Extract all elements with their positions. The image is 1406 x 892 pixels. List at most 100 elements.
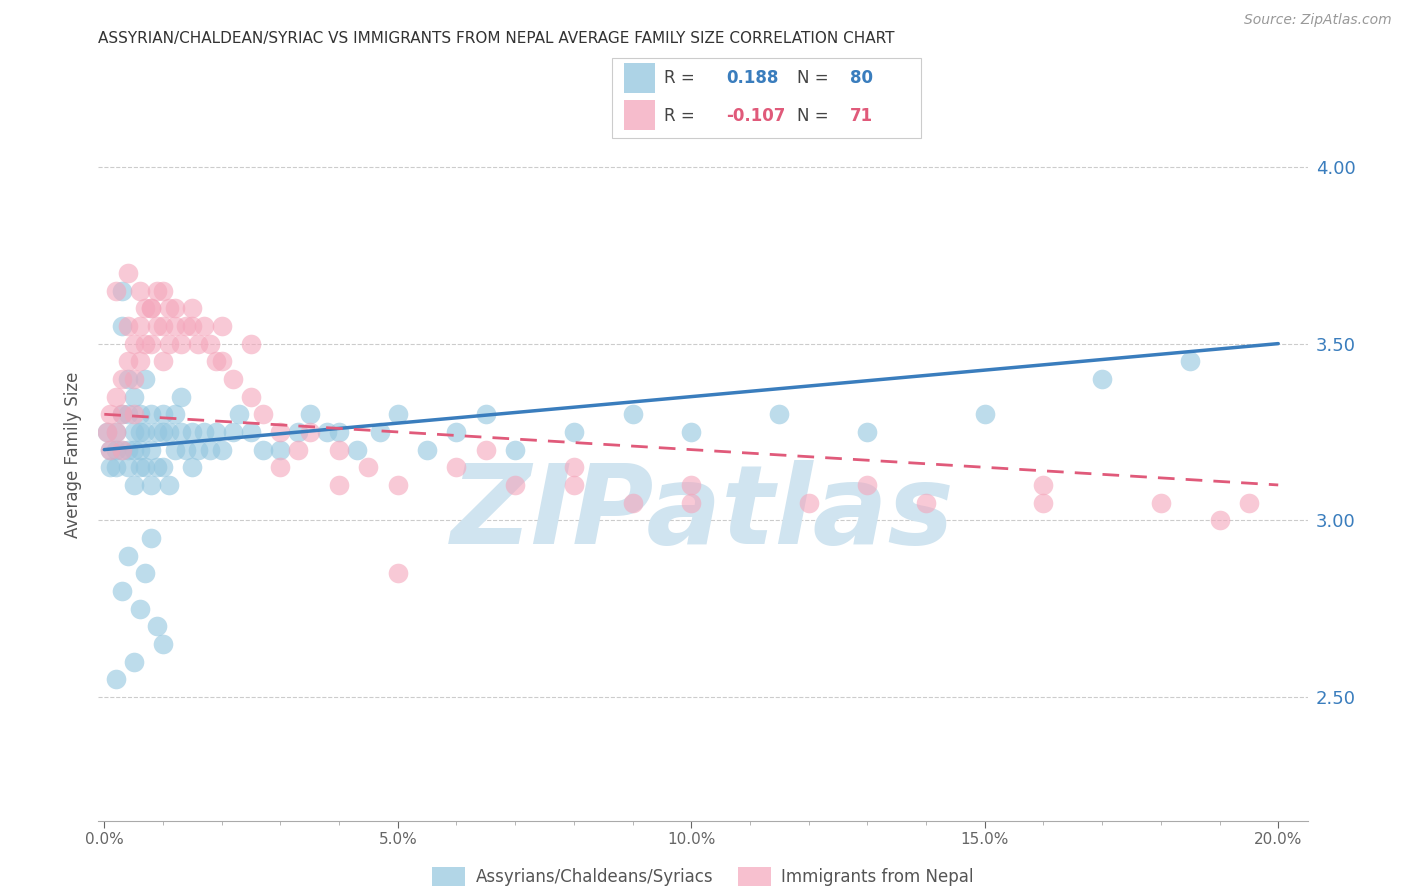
Point (128, 284, 150, 298)
Point (122, 442, 145, 457)
Point (228, 407, 250, 421)
Text: R =: R = (664, 107, 695, 125)
Point (240, 390, 263, 404)
Point (621, 495, 644, 509)
Point (1150, 495, 1173, 509)
Point (681, 478, 703, 492)
Point (146, 460, 169, 475)
Point (105, 460, 128, 475)
Point (163, 407, 186, 421)
Legend: Assyrians/Chaldeans/Syriacs, Immigrants from Nepal: Assyrians/Chaldeans/Syriacs, Immigrants … (426, 860, 980, 892)
Point (204, 425, 226, 439)
Point (96, 425, 118, 439)
Point (146, 425, 169, 439)
Point (157, 425, 180, 439)
Point (105, 673, 128, 687)
Y-axis label: Average Family Size: Average Family Size (63, 372, 82, 538)
Point (117, 372, 139, 386)
Point (222, 372, 245, 386)
Point (1180, 354, 1202, 368)
Point (368, 425, 391, 439)
Point (117, 266, 139, 280)
Point (198, 336, 221, 351)
Point (681, 425, 703, 439)
Point (122, 372, 145, 386)
Point (117, 354, 139, 368)
Point (146, 619, 169, 633)
Point (252, 442, 274, 457)
Point (475, 407, 498, 421)
Point (152, 284, 174, 298)
Point (122, 425, 145, 439)
Point (446, 425, 468, 439)
Point (134, 566, 156, 581)
Point (176, 318, 198, 333)
Point (128, 425, 150, 439)
Point (105, 442, 128, 457)
Point (122, 478, 145, 492)
Point (915, 495, 938, 509)
Point (287, 442, 309, 457)
Point (222, 425, 245, 439)
Point (169, 390, 191, 404)
Point (152, 318, 174, 333)
Point (1208, 513, 1230, 527)
Text: ZIPatlas: ZIPatlas (451, 460, 955, 567)
Point (198, 442, 221, 457)
Point (357, 460, 380, 475)
Point (181, 301, 204, 316)
Point (169, 336, 191, 351)
Point (152, 637, 174, 651)
Point (287, 425, 309, 439)
Text: R =: R = (664, 69, 695, 87)
Point (298, 407, 321, 421)
FancyBboxPatch shape (612, 58, 921, 138)
Point (141, 301, 163, 316)
Point (797, 495, 820, 509)
Point (1237, 495, 1260, 509)
Point (134, 372, 156, 386)
Point (128, 318, 150, 333)
Point (181, 425, 204, 439)
Point (562, 478, 585, 492)
Point (856, 425, 879, 439)
Point (193, 425, 215, 439)
Point (181, 318, 204, 333)
Point (111, 284, 134, 298)
Point (1032, 478, 1054, 492)
Point (269, 460, 291, 475)
Point (98, 442, 121, 457)
Point (211, 318, 233, 333)
Point (105, 425, 128, 439)
Point (163, 318, 186, 333)
Point (176, 442, 198, 457)
Point (298, 425, 321, 439)
Text: N =: N = (797, 107, 828, 125)
Point (117, 318, 139, 333)
Point (111, 407, 134, 421)
Point (240, 336, 263, 351)
Point (621, 407, 644, 421)
Point (1091, 372, 1114, 386)
Point (328, 442, 350, 457)
Point (128, 460, 150, 475)
Point (346, 442, 368, 457)
Point (141, 301, 163, 316)
Point (111, 442, 134, 457)
Point (98, 460, 121, 475)
Point (446, 460, 468, 475)
Point (141, 336, 163, 351)
Point (973, 407, 995, 421)
Point (128, 407, 150, 421)
Point (117, 460, 139, 475)
Point (152, 425, 174, 439)
Point (98, 442, 121, 457)
Point (503, 442, 526, 457)
Point (328, 425, 350, 439)
Point (169, 425, 191, 439)
Point (141, 478, 163, 492)
FancyBboxPatch shape (624, 100, 655, 130)
Point (1032, 495, 1054, 509)
FancyBboxPatch shape (624, 62, 655, 94)
Point (157, 301, 180, 316)
